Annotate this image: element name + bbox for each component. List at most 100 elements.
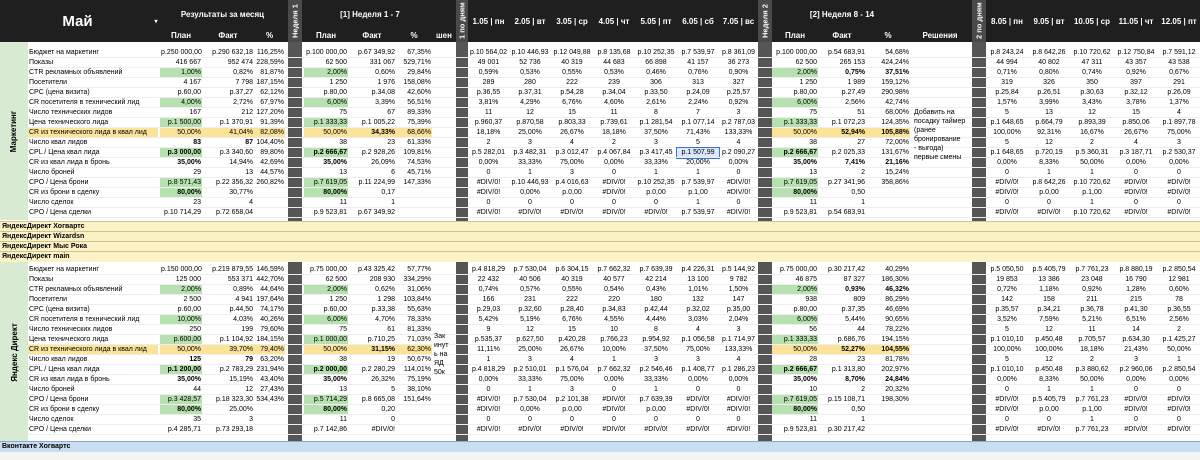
cell-d2[interactable]: 47 311 — [1081, 59, 1103, 66]
cell-m[interactable]: 91,39% — [260, 119, 284, 126]
cell-d2[interactable]: 43 357 — [1125, 59, 1147, 66]
cell-d1[interactable]: 37,50% — [644, 346, 668, 353]
cell-w1[interactable]: 0,62% — [375, 286, 395, 293]
cell-d1[interactable]: 15 — [568, 109, 576, 116]
cell-d2[interactable]: 0 — [1177, 169, 1181, 176]
cell-d2[interactable]: 100,00% — [1035, 346, 1063, 353]
cell-m[interactable]: 250 — [189, 326, 201, 333]
cell-d1[interactable]: 11,11% — [477, 346, 500, 353]
cell-d1[interactable]: 20,00% — [686, 159, 710, 166]
cell-m[interactable]: 0,82% — [233, 69, 253, 76]
cell-d1[interactable]: р.10 252,35 — [637, 179, 675, 186]
day-column-header[interactable]: 4.05 | чт — [598, 16, 630, 26]
cell-m[interactable]: 83 — [193, 139, 201, 146]
cell-w1[interactable]: 67 — [387, 109, 395, 116]
cell-m[interactable]: р.22 356,32 — [216, 179, 253, 186]
cell-m[interactable]: 13 — [245, 169, 253, 176]
cell-d2[interactable]: 0,00% — [1126, 376, 1146, 383]
metric-label[interactable]: CR из брони в сделку — [29, 406, 100, 413]
cell-d1[interactable]: 5,19% — [520, 316, 540, 323]
cell-w1[interactable]: 62,30% — [396, 345, 432, 355]
cell-w2[interactable]: 21,16% — [885, 159, 909, 166]
cell-d1[interactable]: #DIV/0! — [726, 396, 751, 403]
metric-label[interactable]: Бюджет на маркетинг — [29, 49, 99, 56]
cell-w1[interactable]: 0 — [391, 416, 395, 423]
cell-m[interactable]: 4 167 — [183, 79, 201, 86]
cell-d2[interactable]: 1,28% — [1126, 286, 1146, 293]
cell-d2[interactable]: 1 — [1090, 386, 1094, 393]
cell-m[interactable]: 82,08% — [254, 128, 285, 138]
cell-d1[interactable]: 71,43% — [686, 129, 710, 136]
cell-d2[interactable]: р.12 750,84 — [1117, 49, 1155, 56]
cell-d2[interactable]: 0,92% — [1082, 286, 1102, 293]
cell-w2[interactable]: 2,00% — [772, 68, 818, 78]
cell-d1[interactable]: р.420,28 — [558, 336, 586, 343]
cell-d1[interactable]: 5,42% — [478, 316, 499, 323]
cell-w2[interactable]: 358,86% — [881, 179, 909, 186]
cell-w2[interactable]: 2,00% — [772, 285, 818, 295]
cell-m[interactable]: 187,15% — [256, 79, 284, 86]
cell-m[interactable]: р.600,00 — [160, 335, 202, 345]
cell-d1[interactable]: 0,00% — [728, 376, 749, 383]
cell-d1[interactable]: 231 — [524, 296, 536, 303]
cell-w1[interactable]: 61,33% — [407, 139, 431, 146]
cell-d2[interactable]: 12 — [1045, 326, 1053, 333]
cell-d2[interactable]: 319 — [1001, 79, 1013, 86]
cell-d1[interactable]: 0,59% — [478, 69, 499, 76]
cell-d2[interactable]: 2 — [1090, 139, 1094, 146]
cell-d1[interactable]: 40 577 — [603, 276, 625, 283]
cell-d1[interactable]: р.1,00 — [688, 189, 708, 196]
cell-d2[interactable]: #DIV/0! — [1167, 426, 1191, 433]
cell-w2[interactable]: 11 — [809, 199, 817, 206]
cell-d2[interactable]: 0,74% — [1082, 69, 1102, 76]
cell-w2[interactable]: 52,94% — [818, 128, 866, 138]
cell-d1[interactable]: р.1 576,04 — [555, 366, 589, 373]
cell-d1[interactable]: 3 — [570, 386, 574, 393]
cell-w2[interactable]: 0,50 — [851, 189, 865, 196]
cell-w1[interactable]: 0,60% — [375, 69, 395, 76]
cell-w2[interactable]: 1 989 — [847, 79, 865, 86]
cell-m[interactable]: 442,70% — [256, 276, 284, 283]
cell-d2[interactable]: 142 — [1001, 296, 1013, 303]
cell-m[interactable]: 416 667 — [175, 59, 201, 66]
cell-w2[interactable]: 52,27% — [818, 345, 866, 355]
cell-w2[interactable]: 1 250 — [799, 79, 817, 86]
cell-d1[interactable]: 1 — [528, 386, 532, 393]
cell-w1[interactable]: 38 — [339, 139, 347, 146]
cell-d1[interactable]: #DIV/0! — [726, 209, 751, 216]
cell-d1[interactable]: р.2 101,38 — [555, 396, 589, 403]
cell-d2[interactable]: р.1 010,10 — [990, 366, 1024, 373]
cell-d2[interactable]: 1,57% — [997, 99, 1017, 106]
cell-d1[interactable]: 133,33% — [724, 129, 753, 136]
cell-w1[interactable]: 75 — [339, 109, 347, 116]
cell-d2[interactable]: 0,80% — [1039, 69, 1059, 76]
cell-w1[interactable]: 45,71% — [407, 169, 431, 176]
cell-d1[interactable]: 3 — [654, 139, 658, 146]
section-row[interactable]: ЯндексДирект Wizardsn — [0, 231, 1200, 242]
cell-d2[interactable]: #DIV/0! — [995, 179, 1019, 186]
cell-w2[interactable]: 809 — [853, 296, 865, 303]
cell-d1[interactable]: 75,00% — [686, 346, 710, 353]
cell-d2[interactable]: 23 048 — [1081, 276, 1103, 283]
cell-w1[interactable]: 62 500 — [325, 276, 347, 283]
cell-w2[interactable]: 24,84% — [885, 376, 909, 383]
cell-d2[interactable]: #DIV/0! — [1167, 406, 1191, 413]
day-column-header[interactable]: 6.05 | сб — [682, 16, 714, 26]
cell-w1[interactable]: 57,77% — [407, 266, 431, 273]
cell-w1[interactable]: р.75 000,00 — [310, 266, 347, 273]
cell-d1[interactable]: р.1 286,23 — [721, 366, 756, 373]
cell-d1[interactable]: 6,76% — [562, 316, 582, 323]
cell-w1[interactable]: 208 930 — [369, 276, 395, 283]
cell-d1[interactable]: 2 — [612, 139, 616, 146]
cell-d1[interactable]: р.3 417,45 — [639, 149, 673, 156]
cell-d2[interactable]: р.5 405,79 — [1032, 266, 1066, 273]
cell-w2[interactable]: 2 — [861, 169, 865, 176]
cell-d1[interactable]: р.10 252,35 — [637, 49, 675, 56]
cell-d1[interactable]: 1 — [696, 199, 700, 206]
cell-w2[interactable]: р.27 341,96 — [828, 179, 865, 186]
cell-w2[interactable]: 424,24% — [881, 59, 909, 66]
cell-w1[interactable]: 5 — [391, 386, 395, 393]
cell-d2[interactable]: 7,59% — [1039, 316, 1059, 323]
cell-w2[interactable]: 265 153 — [839, 59, 865, 66]
cell-d1[interactable]: 0 — [486, 386, 491, 393]
